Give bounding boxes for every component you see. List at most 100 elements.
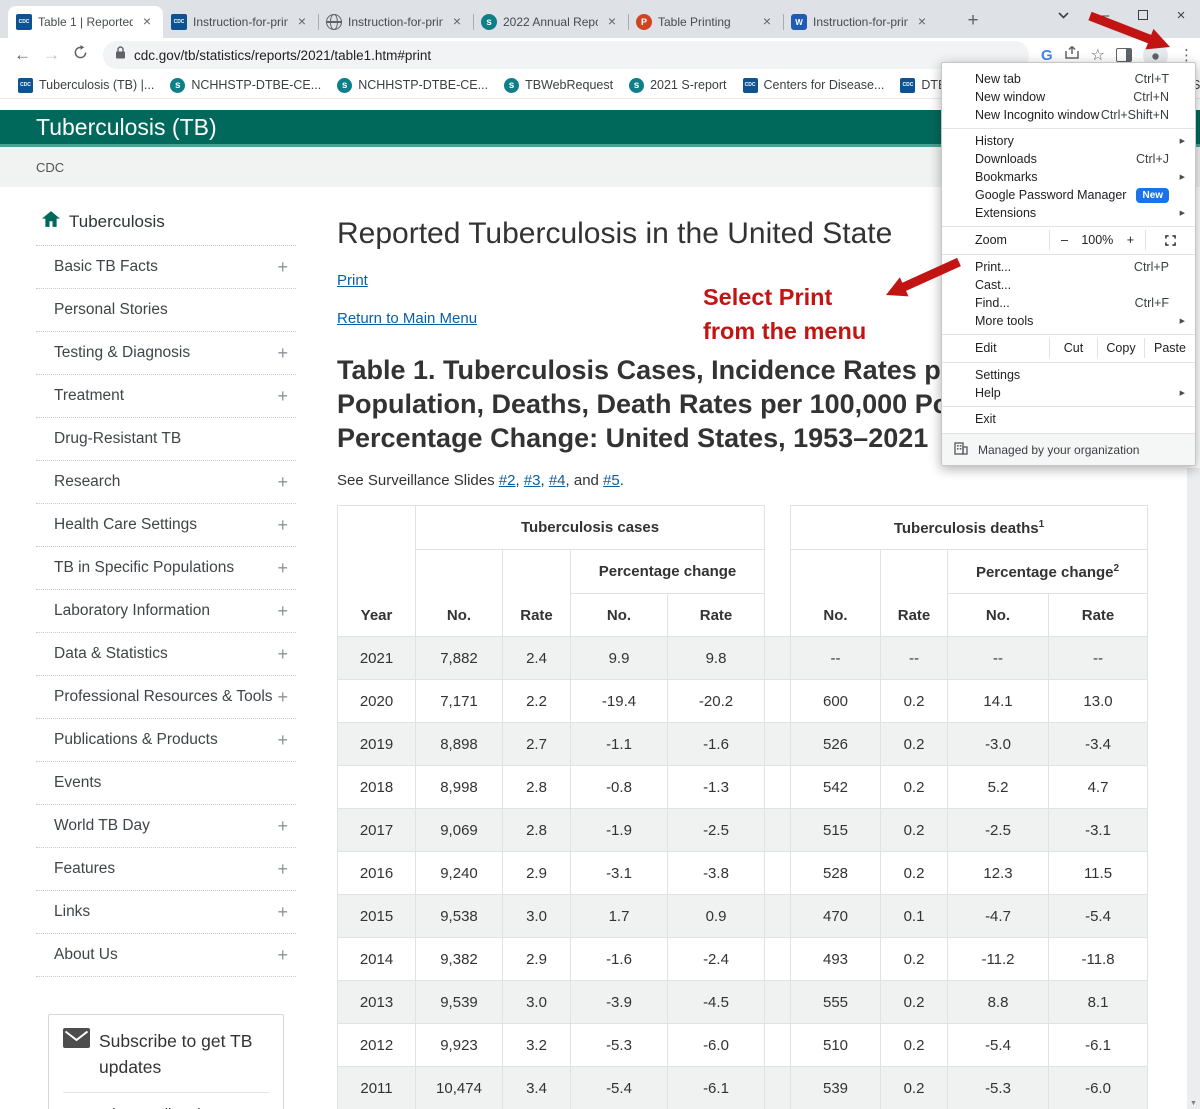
tab-close-icon[interactable] — [604, 14, 620, 30]
sidebar-item[interactable]: Professional Resources & Tools + — [36, 675, 296, 718]
bookmark-item[interactable]: 2021 S-report — [621, 78, 734, 93]
sidebar-item[interactable]: Personal Stories + — [36, 288, 296, 331]
expand-plus-icon[interactable]: + — [277, 730, 288, 751]
cell-cases-no: 9,069 — [416, 809, 503, 852]
expand-plus-icon[interactable]: + — [277, 687, 288, 708]
sidebar-item[interactable]: Features + — [36, 847, 296, 890]
sidebar-item[interactable]: TB in Specific Populations + — [36, 546, 296, 589]
address-bar[interactable]: cdc.gov/tb/statistics/reports/2021/table… — [103, 41, 1029, 69]
tab-close-icon[interactable] — [914, 14, 930, 30]
bookmark-item[interactable]: TBWebRequest — [496, 78, 621, 93]
menu-item-new-window[interactable]: New windowCtrl+N — [942, 88, 1195, 106]
expand-plus-icon[interactable]: + — [277, 343, 288, 364]
maximize-button[interactable] — [1124, 0, 1162, 30]
sidebar-item[interactable]: Links + — [36, 890, 296, 933]
close-button[interactable]: × — [1162, 0, 1200, 30]
tab-close-icon[interactable] — [449, 14, 465, 30]
browser-tab[interactable]: Instruction-for-printing-t — [783, 6, 938, 38]
back-button[interactable]: ← — [8, 45, 37, 65]
menu-item-exit[interactable]: Exit — [942, 410, 1195, 428]
menu-item-downloads[interactable]: DownloadsCtrl+J — [942, 150, 1195, 168]
expand-plus-icon[interactable]: + — [277, 257, 288, 278]
menu-item-password-manager[interactable]: Google Password ManagerNew — [942, 186, 1195, 204]
tab-close-icon[interactable] — [139, 14, 155, 30]
expand-plus-icon[interactable]: + — [277, 816, 288, 837]
slide-link-3[interactable]: #3 — [524, 472, 541, 489]
sidebar-item[interactable]: Laboratory Information + — [36, 589, 296, 632]
sidebar-item[interactable]: Events + — [36, 761, 296, 804]
scrollbar-down-arrow-icon[interactable] — [1187, 1100, 1200, 1107]
expand-plus-icon[interactable]: + — [277, 902, 288, 923]
edit-cut-button[interactable]: Cut — [1049, 338, 1097, 358]
menu-item-extensions[interactable]: Extensions — [942, 204, 1195, 222]
expand-plus-icon[interactable]: + — [277, 601, 288, 622]
reload-button[interactable] — [66, 45, 95, 65]
edit-copy-button[interactable]: Copy — [1097, 338, 1144, 358]
sidebar-item[interactable]: Data & Statistics + — [36, 632, 296, 675]
menu-item-new-tab[interactable]: New tabCtrl+T — [942, 70, 1195, 88]
expand-plus-icon[interactable]: + — [277, 945, 288, 966]
menu-item-help[interactable]: Help — [942, 384, 1195, 402]
slide-link-4[interactable]: #4 — [549, 472, 566, 489]
tabs: Table 1 | Reported TB in t Instruction-f… — [8, 6, 938, 38]
menu-item-history[interactable]: History — [942, 132, 1195, 150]
tab-search-chevron-icon[interactable] — [1048, 0, 1078, 30]
bookmark-item[interactable]: Tuberculosis (TB) |... — [10, 78, 162, 93]
sidebar-home[interactable]: Tuberculosis — [36, 207, 296, 245]
bookmark-item[interactable]: Centers for Disease... — [735, 78, 893, 93]
browser-tab[interactable]: Table 1 | Reported TB in t — [8, 6, 163, 38]
fullscreen-button[interactable] — [1146, 230, 1195, 250]
bookmark-item[interactable]: NCHHSTP-DTBE-CE... — [329, 78, 496, 93]
url-text[interactable]: cdc.gov/tb/statistics/reports/2021/table… — [134, 48, 431, 63]
expand-plus-icon[interactable]: + — [277, 558, 288, 579]
zoom-out-button[interactable]: – — [1061, 233, 1068, 247]
sidebar-item[interactable]: Treatment + — [36, 374, 296, 417]
sidebar-item[interactable]: Publications & Products + — [36, 718, 296, 761]
sidebar-item[interactable]: World TB Day + — [36, 804, 296, 847]
menu-item-settings[interactable]: Settings — [942, 366, 1195, 384]
browser-tab[interactable]: Table Printing — [628, 6, 783, 38]
browser-tab[interactable]: Instruction-for-printing-t — [318, 6, 473, 38]
forward-button[interactable]: → — [37, 45, 66, 65]
table-row: 2012 9,923 3.2 -5.3 -6.0 510 0.2 -5.4 -6… — [338, 1024, 1148, 1067]
menu-item-more-tools[interactable]: More tools — [942, 312, 1195, 330]
browser-tab[interactable]: 2022 Annual Report Shar — [473, 6, 628, 38]
page-scrollbar[interactable] — [1187, 468, 1200, 1109]
cell-cases-rate: 3.0 — [503, 895, 571, 938]
google-icon[interactable]: G — [1041, 47, 1053, 64]
tab-close-icon[interactable] — [294, 14, 310, 30]
sidebar-item[interactable]: Basic TB Facts + — [36, 245, 296, 288]
new-badge: New — [1136, 188, 1169, 203]
print-link[interactable]: Print — [337, 272, 368, 289]
expand-plus-icon[interactable]: + — [277, 859, 288, 880]
sidebar-item[interactable]: Health Care Settings + — [36, 503, 296, 546]
expand-plus-icon[interactable]: + — [277, 386, 288, 407]
tab-close-icon[interactable] — [759, 14, 775, 30]
new-tab-button[interactable]: + — [960, 8, 986, 34]
bookmark-item[interactable]: NCHHSTP-DTBE-CE... — [162, 78, 329, 93]
minimize-button[interactable]: – — [1086, 0, 1124, 30]
expand-plus-icon[interactable]: + — [277, 472, 288, 493]
slide-link-5[interactable]: #5 — [603, 472, 620, 489]
edit-paste-button[interactable]: Paste — [1144, 338, 1195, 358]
sidebar-item[interactable]: Research + — [36, 460, 296, 503]
zoom-in-button[interactable]: + — [1127, 233, 1134, 247]
col-header-cases-rate: Rate — [503, 550, 571, 637]
sidebar-item[interactable]: About Us + — [36, 933, 296, 976]
cell-deaths-no: 510 — [791, 1024, 881, 1067]
expand-plus-icon[interactable]: + — [277, 515, 288, 536]
menu-item-cast[interactable]: Cast... — [942, 276, 1195, 294]
menu-item-new-incognito[interactable]: New Incognito windowCtrl+Shift+N — [942, 106, 1195, 124]
sidebar-item[interactable]: Testing & Diagnosis + — [36, 331, 296, 374]
side-panel-icon[interactable] — [1116, 48, 1132, 62]
browser-tab[interactable]: Instruction-for-printing-t — [163, 6, 318, 38]
sidebar-item[interactable]: Drug-Resistant TB + — [36, 417, 296, 460]
menu-item-find[interactable]: Find...Ctrl+F — [942, 294, 1195, 312]
breadcrumb[interactable]: CDC — [36, 160, 64, 175]
expand-plus-icon[interactable]: + — [277, 644, 288, 665]
subscribe-card[interactable]: Subscribe to get TB updates To receive e… — [48, 1014, 284, 1109]
slide-link-2[interactable]: #2 — [499, 472, 516, 489]
return-main-menu-link[interactable]: Return to Main Menu — [337, 310, 477, 327]
menu-item-print[interactable]: Print...Ctrl+P — [942, 258, 1195, 276]
menu-item-bookmarks[interactable]: Bookmarks — [942, 168, 1195, 186]
